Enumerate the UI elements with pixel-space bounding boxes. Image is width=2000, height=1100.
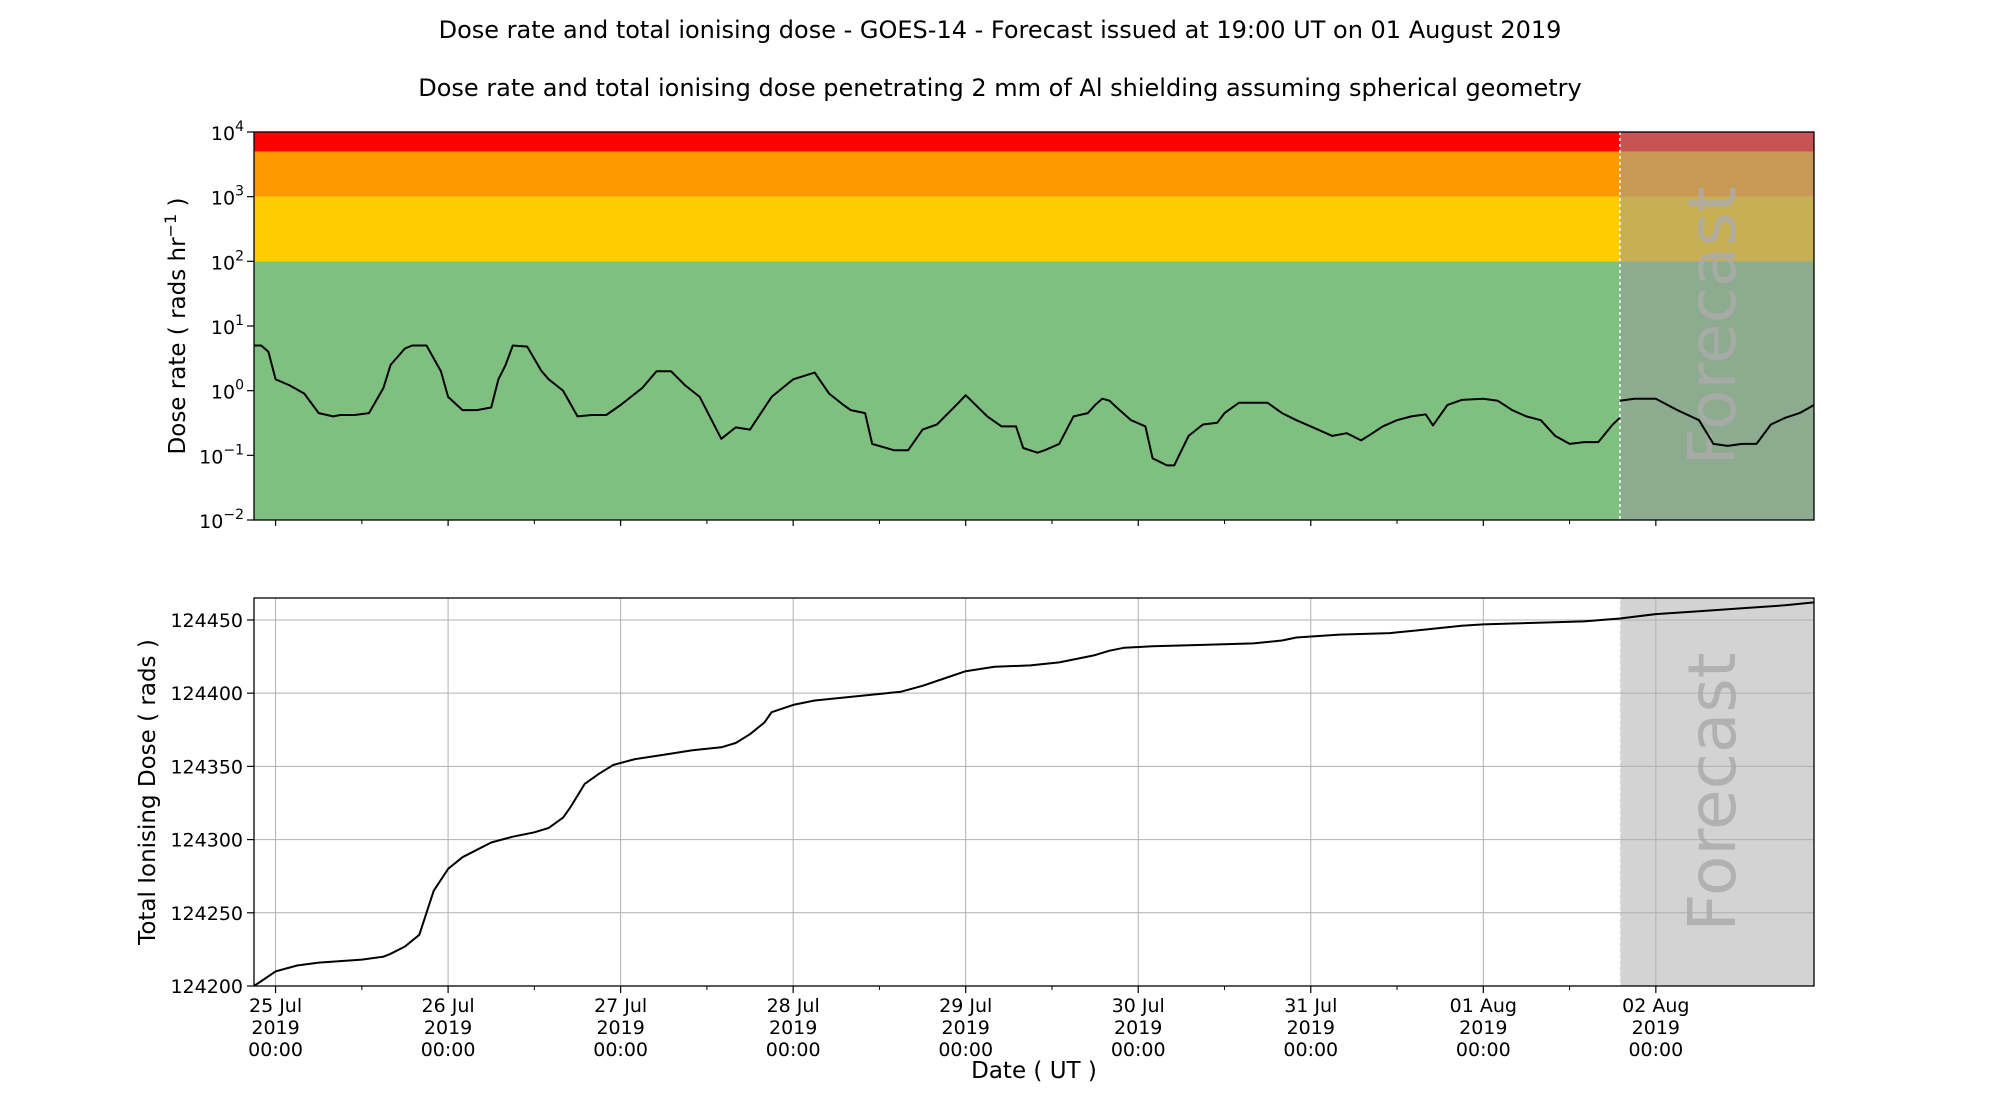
xtick-label: 2019 (596, 1017, 644, 1039)
xtick-label: 00:00 (1628, 1039, 1683, 1061)
xtick-label: 2019 (1459, 1017, 1507, 1039)
xtick-label: 27 Jul (594, 995, 647, 1017)
xtick-label: 00:00 (421, 1039, 476, 1061)
total-dose-series-observed (253, 617, 1620, 987)
chart-title: Dose rate and total ionising dose - GOES… (438, 16, 1562, 44)
forecast-region-bottom (1619, 598, 1814, 986)
dose-rate-ytick-label: 104 (211, 119, 244, 145)
threshold-band-2 (254, 151, 1814, 197)
xtick-label: 00:00 (248, 1039, 303, 1061)
total-dose-series-forecast (1619, 601, 1815, 620)
threshold-band-1 (254, 132, 1814, 152)
xtick-label: 00:00 (938, 1039, 993, 1061)
total-dose-ytick-label: 124200 (170, 976, 243, 998)
threshold-band-3 (254, 196, 1814, 262)
xtick-label: 31 Jul (1284, 995, 1337, 1017)
xtick-label: 30 Jul (1112, 995, 1165, 1017)
chart-subtitle: Dose rate and total ionising dose penetr… (418, 74, 1582, 102)
xtick-label: 00:00 (1283, 1039, 1338, 1061)
total-dose-ytick-label: 124300 (170, 830, 243, 852)
xtick-label: 2019 (1114, 1017, 1162, 1039)
forecast-label: Forecast (1674, 186, 1751, 465)
xtick-label: 29 Jul (939, 995, 992, 1017)
xtick-label: 00:00 (766, 1039, 821, 1061)
xtick-label: 00:00 (1111, 1039, 1166, 1061)
dose-rate-series-observed (254, 344, 1621, 467)
xtick-label: 01 Aug (1450, 995, 1517, 1017)
xtick-label: 2019 (424, 1017, 472, 1039)
forecast-region (1619, 132, 1814, 520)
threshold-band-4 (254, 261, 1814, 520)
xtick-label: 2019 (769, 1017, 817, 1039)
dose-rate-chart: Forecast 104 103 102 101 100 10−1 10−2 Dose rate… (161, 119, 1815, 533)
xtick-label: 25 Jul (249, 995, 302, 1017)
xtick-label: 2019 (251, 1017, 299, 1039)
total-dose-ytick-label: 124250 (170, 903, 243, 925)
xaxis-label: Date ( UT ) (971, 1058, 1097, 1084)
dose-rate-ytick-label: 101 (211, 313, 244, 339)
xtick-label: 2019 (1287, 1017, 1335, 1039)
dose-rate-ytick-label: 100 (211, 378, 244, 404)
xtick-label: 2019 (942, 1017, 990, 1039)
xtick-label: 26 Jul (422, 995, 475, 1017)
xtick-label: 2019 (1632, 1017, 1680, 1039)
dose-rate-series-forecast (1619, 397, 1815, 447)
total-dose-ylabel: Total Ionising Dose ( rads ) (135, 639, 161, 946)
dose-rate-ytick-label: 103 (211, 184, 244, 210)
xtick-label: 00:00 (1456, 1039, 1511, 1061)
total-dose-axes-frame (253, 597, 1815, 987)
dose-rate-ytick-label: 10−1 (199, 442, 244, 468)
total-dose-chart: Forecast 124200 124250 124300 124350 124400 12… (135, 597, 1815, 1084)
total-dose-ytick-label: 124400 (170, 683, 243, 705)
forecast-label-bottom: Forecast (1674, 652, 1751, 931)
xtick-label: 00:00 (593, 1039, 648, 1061)
dose-rate-ytick-label: 10−2 (199, 507, 244, 533)
xtick-label: 02 Aug (1622, 995, 1689, 1017)
xtick-label: 28 Jul (767, 995, 820, 1017)
dose-rate-ytick-label: 102 (211, 248, 244, 274)
dose-rate-ylabel: Dose rate ( rads hr−1 ) (161, 198, 191, 455)
total-dose-ytick-label: 124350 (170, 756, 243, 778)
total-dose-ytick-label: 124450 (170, 610, 243, 632)
